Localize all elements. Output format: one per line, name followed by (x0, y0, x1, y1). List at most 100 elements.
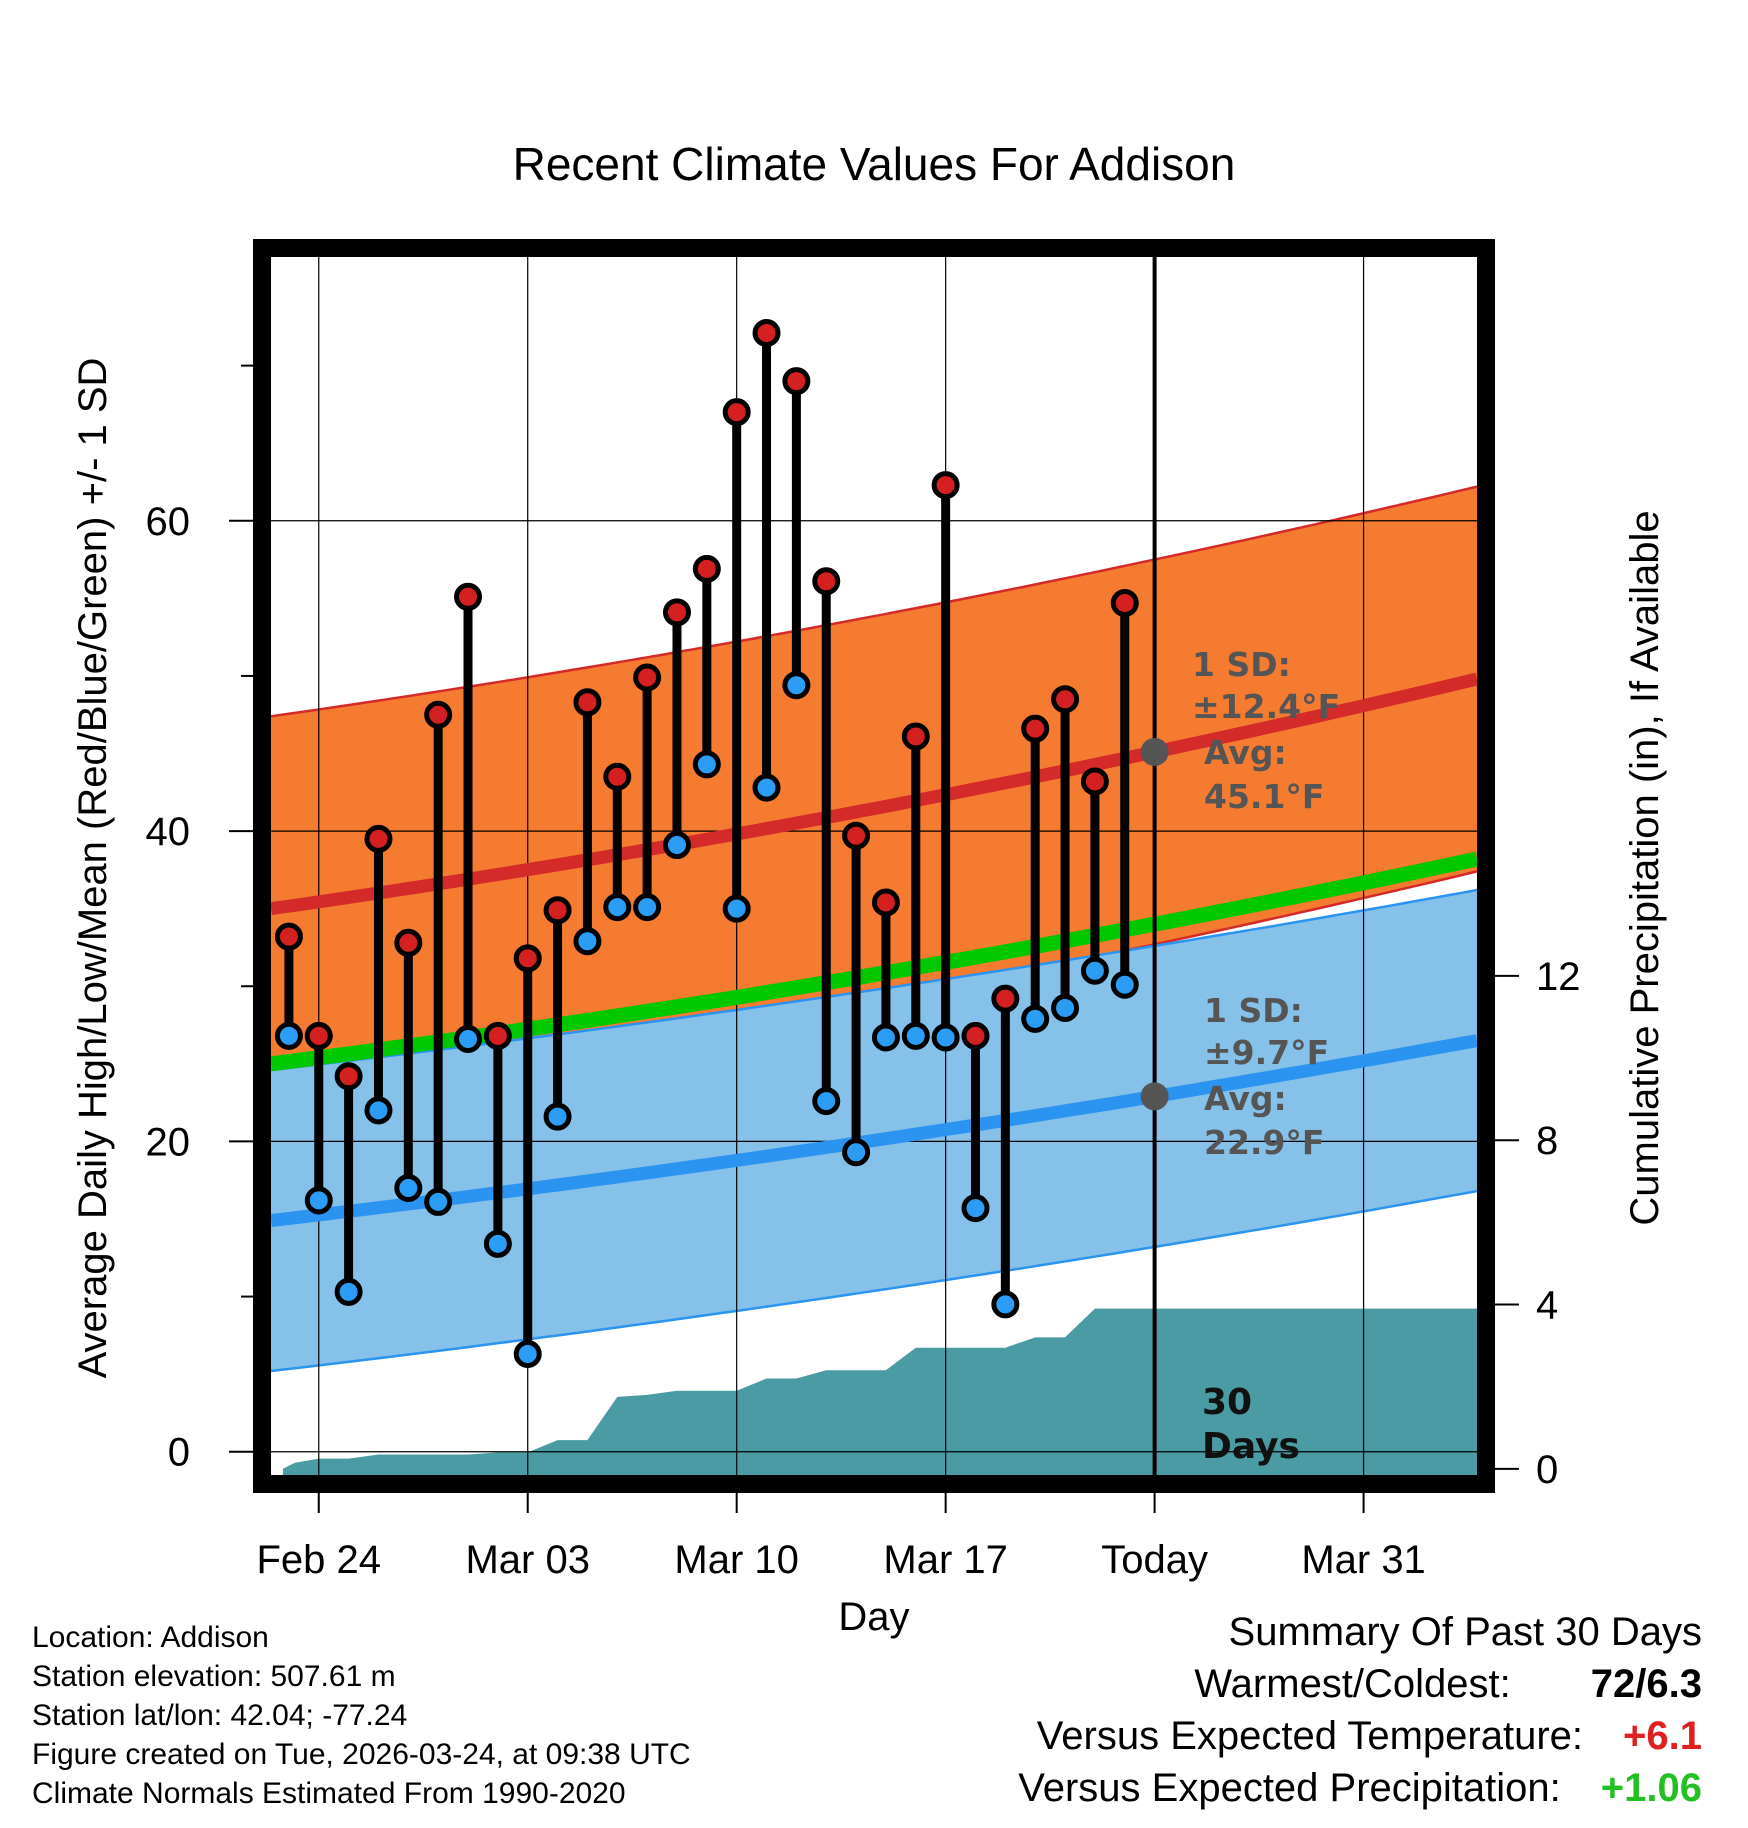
obs-low-point-5 (424, 1187, 453, 1216)
warmest-value: 72/6.3 (1590, 1662, 1702, 1706)
y-tick-label-left: 20 (146, 1120, 191, 1164)
obs-low-point-17 (782, 671, 811, 700)
obs-low-point-18 (812, 1087, 841, 1116)
chart-title: Recent Climate Values For Addison (513, 138, 1236, 190)
precipitation-area (282, 1308, 1477, 1475)
obs-high-point-1 (304, 1021, 333, 1050)
obs-low-point-12 (633, 893, 662, 922)
temp-value: +6.1 (1623, 1714, 1702, 1758)
obs-high-point-10 (573, 688, 602, 717)
x-tick-label: Mar 17 (883, 1538, 1008, 1582)
high-avg-value: 45.1°F (1204, 777, 1324, 816)
summary-warmest-row: Warmest/Coldest: 72/6.3 (1018, 1658, 1702, 1710)
x-tick-label: Mar 03 (465, 1538, 590, 1582)
obs-high-point-17 (782, 367, 811, 396)
x-axis-ticks: Feb 24 Mar 03 Mar 10 Mar 17 Today Mar 31 (256, 1493, 1426, 1582)
elevation-text: Station elevation: 507.61 m (32, 1660, 396, 1693)
warmest-label: Warmest/Coldest: (1194, 1662, 1511, 1706)
x-tick-label: Today (1101, 1538, 1208, 1582)
low-normal-line (270, 1034, 1479, 1227)
obs-low-point-24 (991, 1290, 1020, 1319)
y-tick-label-left: 40 (146, 810, 191, 854)
left-axis-label: Average Daily High/Low/Mean (Red/Blue/Gr… (71, 358, 115, 1379)
obs-low-point-28 (1110, 970, 1139, 999)
high-sd-value: ±12.4°F (1192, 687, 1340, 726)
obs-low-point-20 (871, 1023, 900, 1052)
obs-low-point-10 (573, 927, 602, 956)
precip-label: Versus Expected Precipitation: (1018, 1766, 1561, 1810)
obs-high-point-15 (722, 398, 751, 427)
obs-low-point-6 (454, 1025, 483, 1054)
high-sd-label: 1 SD: (1192, 645, 1291, 684)
left-axis-ticks: 0 20 40 60 (146, 364, 253, 1475)
obs-high-point-19 (842, 821, 871, 850)
obs-high-point-3 (364, 824, 393, 853)
obs-high-point-18 (812, 567, 841, 596)
obs-low-point-22 (931, 1023, 960, 1052)
obs-high-point-23 (961, 1021, 990, 1050)
obs-low-point-27 (1080, 956, 1109, 985)
obs-high-point-21 (901, 722, 930, 751)
low-avg-value: 22.9°F (1204, 1123, 1324, 1162)
obs-low-point-7 (483, 1229, 512, 1258)
obs-low-point-14 (692, 750, 721, 779)
period-unit: Days (1202, 1426, 1300, 1467)
obs-high-point-2 (334, 1062, 363, 1091)
precip-value: +1.06 (1600, 1766, 1702, 1810)
obs-low-point-26 (1051, 993, 1080, 1022)
obs-low-point-2 (334, 1277, 363, 1306)
obs-low-point-9 (543, 1102, 572, 1131)
obs-high-point-28 (1110, 589, 1139, 618)
summary-title: Summary Of Past 30 Days (1228, 1610, 1702, 1654)
obs-high-point-20 (871, 888, 900, 917)
obs-high-point-6 (454, 582, 483, 611)
x-axis-label: Day (838, 1595, 909, 1639)
right-axis-ticks: 0 4 8 12 (1495, 955, 1581, 1492)
annotations: 1 SD: ±12.4°F Avg: 45.1°F 1 SD: ±9.7°F A… (1192, 645, 1340, 1467)
obs-high-point-4 (394, 928, 423, 957)
precip-area (282, 1308, 1477, 1475)
obs-low-point-16 (752, 773, 781, 802)
low-sd-label: 1 SD: (1204, 991, 1303, 1030)
x-tick-label: Mar 31 (1301, 1538, 1426, 1582)
high-sd-band (271, 486, 1477, 1102)
obs-high-point-12 (633, 663, 662, 692)
obs-high-point-16 (752, 319, 781, 348)
x-tick-label: Feb 24 (256, 1538, 381, 1582)
y-tick-label-right: 12 (1536, 955, 1581, 999)
obs-low-point-8 (513, 1339, 542, 1368)
summary-temp-row: Versus Expected Temperature: +6.1 (1018, 1710, 1702, 1762)
obs-low-point-0 (274, 1021, 303, 1050)
obs-high-point-25 (1021, 714, 1050, 743)
obs-high-point-14 (692, 554, 721, 583)
y-tick-label-left: 0 (168, 1431, 190, 1475)
obs-low-point-15 (722, 894, 751, 923)
station-info: Location: Addison Station elevation: 507… (32, 1618, 691, 1813)
y-tick-label-right: 0 (1536, 1448, 1558, 1492)
summary-precip-row: Versus Expected Precipitation: +1.06 (1018, 1762, 1702, 1814)
obs-low-point-4 (394, 1173, 423, 1202)
created-text: Figure created on Tue, 2026-03-24, at 09… (32, 1738, 691, 1771)
normal-bands (270, 485, 1478, 1373)
obs-low-point-23 (961, 1194, 990, 1223)
obs-low-point-13 (662, 831, 691, 860)
obs-low-point-21 (901, 1021, 930, 1050)
summary-panel: Summary Of Past 30 Days Warmest/Coldest:… (1018, 1606, 1702, 1814)
obs-high-point-0 (274, 922, 303, 951)
low-avg-label: Avg: (1204, 1079, 1287, 1118)
low-band-lower-edge (270, 1189, 1478, 1373)
period-number: 30 (1202, 1382, 1252, 1423)
high-avg-label: Avg: (1204, 733, 1287, 772)
obs-high-point-7 (483, 1021, 512, 1050)
obs-high-point-5 (424, 700, 453, 729)
obs-low-point-25 (1021, 1004, 1050, 1033)
right-axis-label: Cumulative Precipitation (in), If Availa… (1623, 510, 1667, 1225)
latlon-text: Station lat/lon: 42.04; -77.24 (32, 1699, 408, 1732)
temp-label: Versus Expected Temperature: (1036, 1714, 1584, 1758)
obs-high-point-26 (1051, 685, 1080, 714)
normals-text: Climate Normals Estimated From 1990-2020 (32, 1777, 626, 1810)
obs-low-point-1 (304, 1186, 333, 1215)
obs-high-point-8 (513, 944, 542, 973)
today-high-avg-dot (1140, 737, 1169, 766)
